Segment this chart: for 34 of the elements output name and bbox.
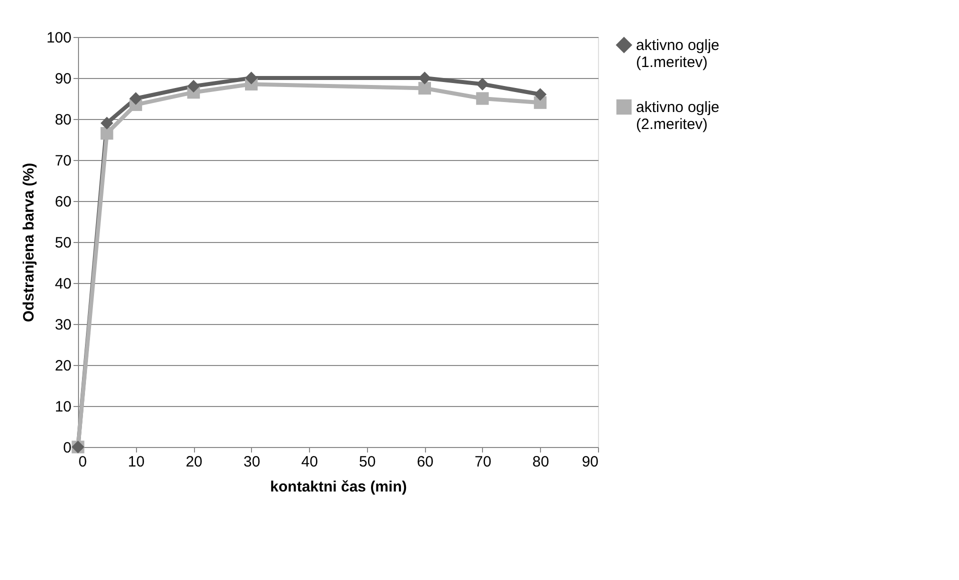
x-tick-label: 40 <box>301 454 318 470</box>
y-tick-label: 40 <box>54 276 72 292</box>
point <box>534 88 547 101</box>
legend-label: aktivno oglje (1.meritev) <box>636 37 720 71</box>
y-tick-label: 0 <box>63 440 72 456</box>
x-tick-label: 30 <box>243 454 260 470</box>
y-tick-label: 80 <box>54 112 72 128</box>
point <box>187 80 200 93</box>
point <box>476 78 489 90</box>
y-tick-label: 100 <box>46 30 72 46</box>
x-tick-label: 90 <box>582 454 598 470</box>
y-tick-label: 70 <box>54 152 72 170</box>
x-tick-label: 60 <box>416 454 434 470</box>
y-tick-label: 30 <box>54 316 72 334</box>
point <box>418 82 431 95</box>
legend-label: aktivno oglje (2.meritev) <box>636 99 720 133</box>
point <box>245 72 258 84</box>
x-tick-label: 0 <box>78 454 87 470</box>
x-tick-label: 50 <box>359 454 376 470</box>
y-axis-title: Odstranjena barva (%) <box>20 162 38 322</box>
y-tick-label: 50 <box>54 234 72 252</box>
y-tick-label: 20 <box>54 358 72 374</box>
x-tick-label: 10 <box>128 454 145 470</box>
y-tick-label: 60 <box>54 194 72 210</box>
x-axis-title: kontaktni čas (min) <box>270 478 407 496</box>
point <box>129 92 142 105</box>
y-tick-label: 10 <box>54 398 72 416</box>
point <box>100 116 114 130</box>
x-tick-label: 80 <box>532 454 550 470</box>
x-tick-label: 70 <box>474 454 492 470</box>
point <box>100 127 114 140</box>
y-tick-label: 90 <box>54 70 72 88</box>
x-tick-label: 20 <box>186 454 202 470</box>
point <box>476 92 489 105</box>
